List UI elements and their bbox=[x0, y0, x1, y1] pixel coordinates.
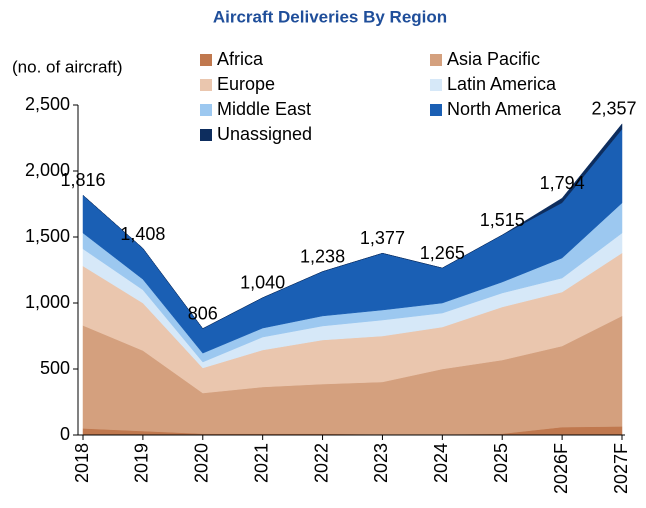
legend-label: Middle East bbox=[217, 99, 311, 119]
data-label: 1,040 bbox=[240, 272, 285, 292]
area bbox=[82, 123, 623, 329]
legend-label: Latin America bbox=[447, 74, 557, 94]
legend-label: Africa bbox=[217, 49, 264, 69]
x-tick-label: 2026F bbox=[551, 443, 571, 494]
data-label: 1,515 bbox=[480, 210, 525, 230]
y-tick-label: 2,500 bbox=[25, 94, 70, 114]
x-tick-label: 2023 bbox=[371, 443, 391, 483]
x-tick-label: 2025 bbox=[491, 443, 511, 483]
x-tick-label: 2024 bbox=[431, 443, 451, 483]
y-tick-label: 500 bbox=[40, 358, 70, 378]
legend-label: Unassigned bbox=[217, 124, 312, 144]
data-label: 1,377 bbox=[360, 228, 405, 248]
data-label: 2,357 bbox=[591, 99, 636, 119]
y-axis-label: (no. of aircraft) bbox=[12, 57, 123, 76]
y-tick-label: 0 bbox=[60, 424, 70, 444]
x-tick-label: 2019 bbox=[132, 443, 152, 483]
y-tick-label: 1,000 bbox=[25, 292, 70, 312]
legend-swatch bbox=[200, 104, 212, 116]
data-label: 1,794 bbox=[540, 173, 585, 193]
y-tick-label: 1,500 bbox=[25, 226, 70, 246]
y-tick-label: 2,000 bbox=[25, 160, 70, 180]
legend-swatch bbox=[200, 79, 212, 91]
legend-swatch bbox=[430, 104, 442, 116]
x-tick-label: 2021 bbox=[251, 443, 271, 483]
data-label: 1,816 bbox=[60, 170, 105, 190]
legend-swatch bbox=[430, 54, 442, 66]
legend-label: Europe bbox=[217, 74, 275, 94]
legend-swatch bbox=[430, 79, 442, 91]
data-label: 806 bbox=[188, 303, 218, 323]
data-label: 1,265 bbox=[420, 243, 465, 263]
legend-swatch bbox=[200, 54, 212, 66]
x-tick-label: 2022 bbox=[311, 443, 331, 483]
chart-title: Aircraft Deliveries By Region bbox=[213, 7, 447, 26]
x-tick-label: 2027F bbox=[611, 443, 631, 494]
data-label: 1,238 bbox=[300, 246, 345, 266]
legend-label: Asia Pacific bbox=[447, 49, 540, 69]
data-label: 1,408 bbox=[120, 224, 165, 244]
legend-label: North America bbox=[447, 99, 562, 119]
x-tick-label: 2018 bbox=[72, 443, 92, 483]
legend-swatch bbox=[200, 129, 212, 141]
x-tick-label: 2020 bbox=[192, 443, 212, 483]
